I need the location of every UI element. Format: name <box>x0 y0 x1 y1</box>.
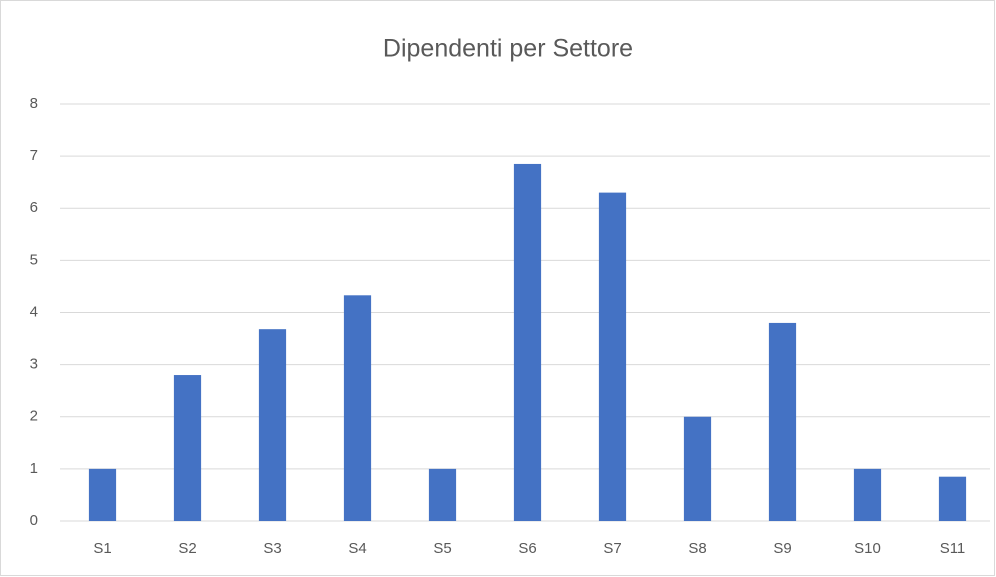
y-tick-label: 0 <box>30 512 38 529</box>
y-tick-label: 1 <box>30 460 38 477</box>
y-tick-label: 5 <box>30 251 38 268</box>
bar <box>768 322 797 521</box>
y-tick-label: 6 <box>30 199 38 216</box>
y-tick-label: 4 <box>30 303 38 320</box>
y-tick-label: 2 <box>30 408 38 425</box>
x-tick-label: S11 <box>940 540 966 557</box>
y-tick-label: 3 <box>30 356 38 373</box>
x-tick-label: S10 <box>854 540 881 557</box>
y-tick-label: 7 <box>30 147 38 164</box>
bar <box>173 375 202 521</box>
x-tick-label: S4 <box>348 540 366 557</box>
bar <box>683 416 712 521</box>
x-tick-label: S5 <box>433 540 451 557</box>
x-tick-label: S1 <box>93 540 111 557</box>
x-tick-label: S7 <box>603 540 621 557</box>
x-tick-label: S2 <box>178 540 196 557</box>
chart-title: Dipendenti per Settore <box>383 35 633 63</box>
bar <box>258 329 287 521</box>
bar <box>428 468 457 521</box>
bar <box>513 163 542 521</box>
x-tick-label: S3 <box>263 540 281 557</box>
x-tick-label: S9 <box>773 540 791 557</box>
bar <box>343 295 372 521</box>
bar <box>598 192 627 522</box>
x-tick-label: S6 <box>518 540 536 557</box>
bar <box>853 468 882 521</box>
bar <box>938 476 967 521</box>
y-tick-label: 8 <box>30 95 38 112</box>
x-tick-label: S8 <box>688 540 706 557</box>
bar <box>88 468 117 521</box>
